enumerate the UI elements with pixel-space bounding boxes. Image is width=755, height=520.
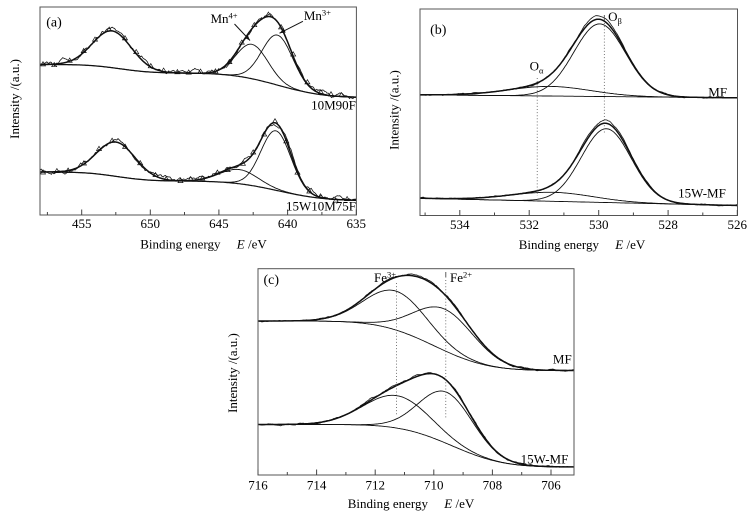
svg-text:Intensity /(a.u.): Intensity /(a.u.): [7, 59, 22, 139]
svg-text:526: 526: [728, 217, 748, 232]
svg-text:15W-MF: 15W-MF: [521, 452, 569, 467]
svg-text:645: 645: [209, 216, 229, 231]
svg-text:Intensity /(a.u.): Intensity /(a.u.): [225, 333, 240, 413]
svg-text:(c): (c): [264, 273, 280, 288]
svg-text:650: 650: [141, 216, 161, 231]
svg-text:Intensity /(a.u.): Intensity /(a.u.): [387, 70, 402, 150]
svg-text:MF: MF: [708, 85, 727, 100]
svg-text:Binding energy E /eV: Binding energy E /eV: [348, 496, 475, 511]
svg-text:716: 716: [248, 478, 268, 493]
svg-text:Binding energy E /eV: Binding energy E /eV: [140, 237, 267, 252]
svg-text:534: 534: [450, 217, 470, 232]
svg-text:712: 712: [365, 478, 385, 493]
svg-text:706: 706: [541, 478, 561, 493]
svg-text:714: 714: [307, 478, 327, 493]
svg-text:710: 710: [424, 478, 444, 493]
svg-text:532: 532: [519, 217, 539, 232]
svg-text:635: 635: [347, 216, 367, 231]
svg-text:528: 528: [658, 217, 678, 232]
svg-text:10M90F: 10M90F: [311, 98, 356, 113]
svg-text:455: 455: [72, 216, 92, 231]
svg-text:(a): (a): [46, 16, 62, 31]
svg-text:708: 708: [483, 478, 503, 493]
svg-text:MF: MF: [553, 352, 572, 367]
svg-text:Binding energy E /eV: Binding energy E /eV: [519, 237, 646, 252]
svg-text:15W-MF: 15W-MF: [678, 186, 726, 201]
svg-text:640: 640: [278, 216, 298, 231]
svg-text:530: 530: [589, 217, 609, 232]
svg-text:15W10M75F: 15W10M75F: [286, 199, 356, 214]
svg-text:(b): (b): [430, 23, 447, 38]
